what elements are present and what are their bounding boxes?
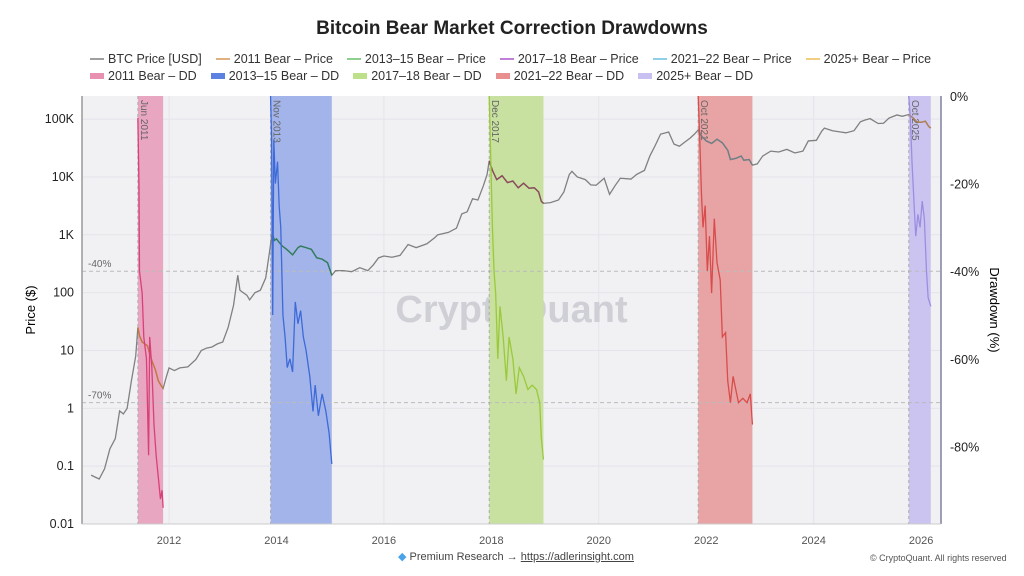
- reference-label: -40%: [88, 259, 111, 270]
- y-tick-label: 0.01: [50, 517, 74, 531]
- legend-item[interactable]: 2011 Bear – DD: [90, 69, 197, 83]
- bear-shade: [137, 96, 164, 524]
- legend-item[interactable]: 2025+ Bear – DD: [638, 69, 753, 83]
- bear-price-line: [137, 327, 164, 389]
- legend-label: BTC Price [USD]: [108, 51, 202, 66]
- footer-link[interactable]: https://adlerinsight.com: [520, 551, 634, 563]
- legend-label: 2021–22 Bear – Price: [670, 51, 792, 66]
- footer-promo: ◆ Premium Research → https://adlerinsigh…: [398, 550, 634, 563]
- legend-swatch: [805, 57, 820, 60]
- legend-swatch: [652, 57, 667, 60]
- legend-label: 2017–18 Bear – DD: [371, 68, 482, 83]
- bear-price-line: [697, 129, 754, 166]
- x-tick-label: 2022: [694, 535, 718, 547]
- bear-start-label: Nov 2013: [271, 100, 282, 143]
- legend-swatch: [210, 72, 225, 79]
- y-tick-label: 0.1: [57, 459, 74, 473]
- y2-tick-label: -60%: [950, 353, 979, 367]
- footer-text: Premium Research →: [409, 551, 518, 563]
- copyright: © CryptoQuant. All rights reserved: [870, 553, 1007, 563]
- legend-item[interactable]: 2011 Bear – Price: [215, 51, 333, 66]
- legend-swatch: [495, 72, 510, 79]
- bear-price-line: [908, 114, 932, 129]
- bear-shade: [489, 96, 544, 524]
- legend-item[interactable]: BTC Price [USD]: [90, 52, 202, 66]
- legend-swatch: [346, 57, 361, 60]
- y-tick-label: 1K: [59, 228, 75, 242]
- bear-drawdown-line: [908, 95, 932, 307]
- legend-item[interactable]: 2021–22 Bear – DD: [495, 68, 625, 83]
- legend-item[interactable]: 2013–15 Bear – DD: [210, 68, 340, 83]
- legend-swatch: [90, 72, 104, 79]
- legend: BTC Price [USD] 2011 Bear – Price 2013–15 …: [90, 50, 950, 84]
- legend-swatch: [638, 72, 653, 79]
- bear-shade: [270, 96, 332, 524]
- y-tick-label: 10: [60, 343, 74, 357]
- legend-item[interactable]: 2021–22 Bear – Price: [652, 51, 792, 66]
- bear-start-label: Jun 2011: [138, 100, 149, 141]
- x-tick-label: 2024: [801, 535, 825, 547]
- y2-tick-label: -20%: [950, 178, 979, 192]
- y2-tick-label: -80%: [950, 440, 979, 454]
- legend-swatch: [90, 57, 104, 60]
- legend-swatch: [353, 72, 368, 79]
- reference-label: -70%: [88, 391, 111, 402]
- gem-icon: ◆: [398, 551, 407, 563]
- y-tick-label: 100K: [45, 112, 75, 126]
- bear-drawdown-line: [697, 95, 754, 425]
- bear-price-line: [271, 232, 333, 276]
- bear-drawdown-line: [488, 95, 545, 460]
- x-tick-label: 2014: [264, 535, 288, 547]
- bear-price-line: [488, 160, 544, 204]
- y-tick-label: 1: [67, 401, 74, 415]
- x-tick-label: 2012: [157, 535, 181, 547]
- legend-label: 2017–18 Bear – Price: [517, 51, 639, 66]
- bear-start-label: Oct 2021: [698, 100, 709, 141]
- legend-label: 2013–15 Bear – Price: [364, 51, 486, 66]
- x-tick-label: 2026: [909, 535, 933, 547]
- y-tick-label: 10K: [52, 170, 75, 184]
- legend-swatch: [499, 57, 514, 60]
- legend-label: 2013–15 Bear – DD: [228, 68, 340, 83]
- legend-label: 2025+ Bear – DD: [656, 68, 754, 83]
- y2-tick-label: 0%: [950, 90, 968, 104]
- x-tick-label: 2020: [587, 535, 611, 547]
- y-axis-label: Price ($): [23, 285, 38, 334]
- legend-label: 2011 Bear – DD: [108, 68, 197, 83]
- x-tick-label: 2016: [372, 535, 396, 547]
- legend-swatch: [215, 57, 230, 60]
- bear-start-label: Oct 2025: [909, 100, 920, 141]
- y-tick-label: 100: [53, 286, 74, 300]
- chart-title: Bitcoin Bear Market Correction Drawdowns: [316, 18, 708, 39]
- legend-label: 2011 Bear – Price: [233, 51, 333, 66]
- bear-drawdown-line: [269, 95, 333, 465]
- bear-start-label: Dec 2017: [489, 100, 500, 143]
- legend-item[interactable]: 2017–18 Bear – DD: [353, 69, 482, 83]
- legend-item[interactable]: 2013–15 Bear – Price: [346, 51, 486, 66]
- bear-drawdown-line: [137, 117, 164, 508]
- legend-item[interactable]: 2025+ Bear – Price: [805, 51, 932, 66]
- x-tick-label: 2018: [479, 535, 503, 547]
- y2-tick-label: -40%: [950, 265, 979, 279]
- legend-label: 2021–22 Bear – DD: [513, 68, 625, 83]
- bear-shade: [698, 96, 753, 524]
- legend-label: 2025+ Bear – Price: [823, 51, 932, 66]
- legend-item[interactable]: 2017–18 Bear – Price: [499, 51, 639, 66]
- y2-axis-label: Drawdown (%): [987, 267, 1002, 352]
